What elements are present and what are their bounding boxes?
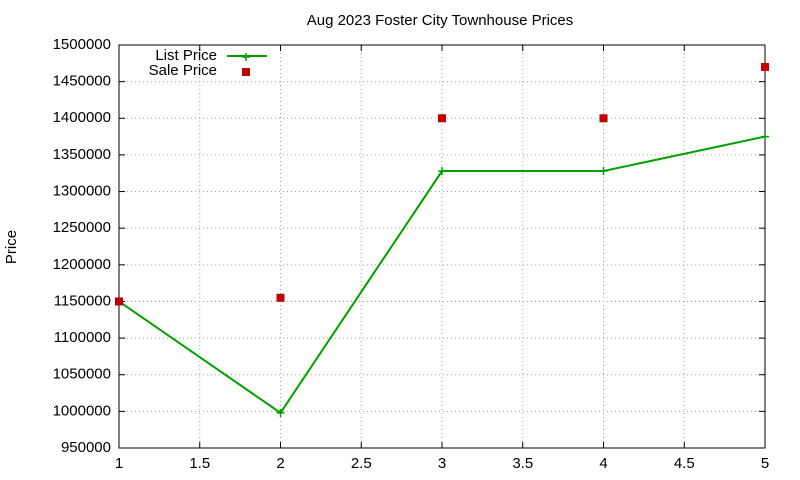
y-tick-label: 1250000 xyxy=(53,219,111,236)
y-tick-label: 1150000 xyxy=(54,292,111,309)
x-tick-label: 3 xyxy=(438,455,446,472)
legend-label: List Price xyxy=(155,47,217,64)
chart-title: Aug 2023 Foster City Townhouse Prices xyxy=(307,12,574,29)
data-point xyxy=(115,297,123,306)
x-tick-label: 2.5 xyxy=(351,455,372,472)
x-tick-label: 2 xyxy=(276,455,284,472)
data-point xyxy=(599,114,608,123)
y-tick-label: 950000 xyxy=(61,439,111,456)
data-point xyxy=(438,167,446,176)
data-point xyxy=(761,62,769,71)
data-point xyxy=(438,114,446,123)
data-point xyxy=(761,132,769,141)
series-line xyxy=(118,135,766,415)
y-tick-label: 1050000 xyxy=(53,366,111,383)
y-tick-label: 1350000 xyxy=(53,146,111,163)
legend-marker xyxy=(242,53,250,61)
y-axis-label: Price xyxy=(3,230,20,264)
x-tick-label: 4.5 xyxy=(674,455,695,472)
y-tick-label: 1200000 xyxy=(53,256,111,273)
legend-marker xyxy=(242,68,250,76)
y-tick-label: 1450000 xyxy=(53,73,111,90)
legend-label: Sale Price xyxy=(149,62,217,79)
x-tick-label: 1.5 xyxy=(189,455,210,472)
x-tick-label: 4 xyxy=(599,455,607,472)
data-point xyxy=(599,167,608,176)
x-tick-label: 3.5 xyxy=(512,455,533,472)
x-tick-label: 1 xyxy=(115,455,123,472)
data-point xyxy=(276,408,285,417)
data-point xyxy=(276,293,285,302)
y-tick-label: 1400000 xyxy=(53,109,111,126)
y-tick-label: 1000000 xyxy=(53,402,111,419)
plot-frame xyxy=(118,44,766,449)
y-tick-label: 1500000 xyxy=(53,36,111,53)
y-tick-label: 1300000 xyxy=(53,183,111,200)
y-tick-label: 1100000 xyxy=(54,329,111,346)
x-tick-label: 5 xyxy=(761,455,769,472)
